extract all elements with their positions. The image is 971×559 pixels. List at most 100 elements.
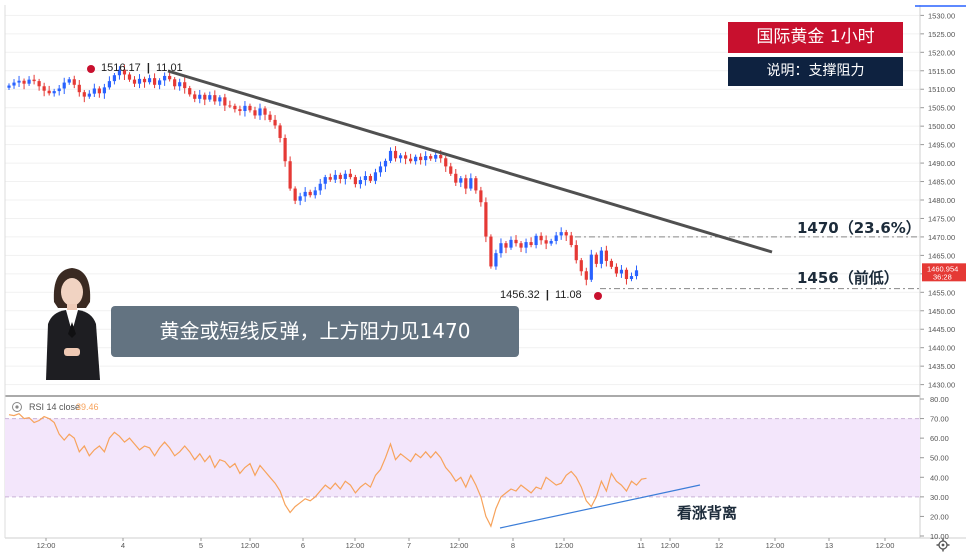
candle-body [449,166,453,174]
candle-body [147,78,152,83]
time-tick-label: 7 [407,541,411,550]
low-time: 11.08 [554,289,582,301]
candle-body [504,243,508,248]
time-tick-label: 12:00 [661,541,680,550]
candle-body [22,80,26,84]
candle-body [233,105,237,110]
eye-icon-pupil [15,405,19,409]
time-axis: 12:00 4 5 12:00 6 12:00 7 12:00 8 12:00 11 12:00 12 1… [37,538,894,550]
candle-body [439,154,443,159]
candle-body [524,242,528,248]
candle-body [604,250,608,261]
candle-body [358,180,362,185]
price-tick-label: 1455.00 [928,288,955,297]
candle-body [594,254,598,264]
candle-body [112,75,117,82]
time-tick-label: 12:00 [241,541,260,550]
candle-body [469,178,473,189]
candle-body [258,108,262,116]
candle-body [629,276,634,280]
candle-body [278,125,282,138]
candle-body [398,155,403,159]
candle-body [117,69,122,76]
time-tick-label: 5 [199,541,203,550]
price-tick-label: 1430.00 [928,381,955,390]
candle-body [52,91,56,94]
candle-body [454,173,458,183]
price-tick-label: 1440.00 [928,344,955,353]
time-tick-label: 12:00 [450,541,469,550]
candle-body [489,236,493,267]
candle-body [47,90,51,94]
settings-gear-icon[interactable] [936,538,950,552]
candle-body [122,69,127,75]
candle-body [72,79,76,85]
candle-body [97,88,101,94]
price-tick-label: 1470.00 [928,233,955,242]
candle-body [514,239,518,244]
price-tick-label: 1510.00 [928,85,955,94]
candle-body [569,235,573,246]
candle-body [193,94,197,99]
candle-body [323,177,327,184]
candle-body [107,81,111,88]
candle-body [554,235,558,241]
candle-body [168,75,172,80]
candle-body [574,245,578,261]
candle-body [102,87,106,94]
candle-body [218,97,222,102]
candle-body [564,232,568,236]
price-tick-label: 1525.00 [928,30,955,39]
candle-body [444,158,448,167]
candle-body [434,154,438,159]
price-axis: 1530.00 1525.00 1520.00 1515.00 1510.00 1505.… [920,11,955,390]
candle-body [42,86,46,91]
resistance-level-label: 1470（23.6%） [797,219,921,237]
time-tick-label: 12 [715,541,723,550]
candle-body [313,190,317,196]
time-tick-label: 13 [825,541,833,550]
candle-body [388,150,393,161]
candle-body [403,155,408,159]
rsi-tick-label: 50.00 [930,454,949,463]
candle-body [142,78,147,83]
candle-body [378,166,383,173]
swing-low-dot [594,292,602,300]
candlestick-series [7,64,639,286]
eye-icon[interactable] [12,402,22,412]
price-tick-label: 1445.00 [928,325,955,334]
price-tick-label: 1505.00 [928,104,955,113]
candle-body [303,191,307,197]
candle-body [213,95,217,102]
price-tick-label: 1485.00 [928,178,955,187]
high-price: 1516.17 [101,62,141,74]
candle-body [163,75,167,81]
candle-body [624,269,629,280]
candle-body [127,74,132,80]
presenter-avatar [46,268,100,380]
last-price-countdown: 36:28 [933,272,952,281]
candle-body [208,95,212,100]
price-tick-label: 1490.00 [928,159,955,168]
candle-body [263,108,267,115]
time-tick-label: 6 [301,541,305,550]
candle-body [137,78,142,84]
candle-body [288,161,292,189]
candle-body [544,240,548,244]
candle-body [424,156,428,161]
candle-body [92,88,96,94]
candle-body [132,79,137,84]
rsi-name: RSI 14 close [29,402,80,412]
rsi-value: 39.46 [76,402,99,412]
price-tick-label: 1520.00 [928,48,955,57]
candle-body [248,105,252,111]
candle-body [539,235,543,241]
candle-body [308,191,312,196]
time-tick-label: 12:00 [346,541,365,550]
rsi-divergence-line [499,484,701,529]
support-level-label: 1456（前低） [797,269,899,287]
candle-body [499,243,503,254]
level-lines [575,236,920,290]
candle-body [479,190,483,203]
